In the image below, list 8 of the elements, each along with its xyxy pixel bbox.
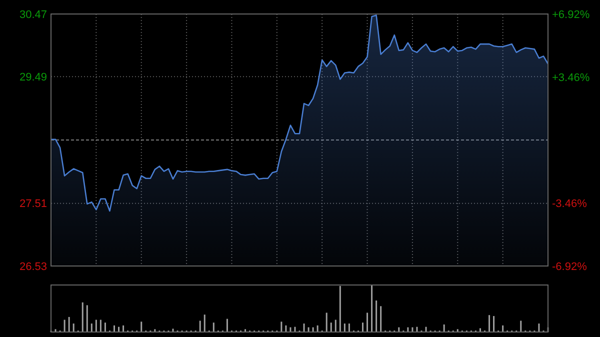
- y-tick-label: 27.51: [19, 198, 47, 210]
- y-tick-label: 26.53: [19, 260, 47, 273]
- y2-tick-label: -6.92%: [552, 260, 588, 273]
- y-tick-label: 30.47: [19, 8, 47, 21]
- y-tick-label: 29.49: [19, 72, 47, 84]
- y2-tick-label: +6.92%: [552, 8, 590, 21]
- y2-tick-label: +3.46%: [552, 72, 590, 84]
- y2-tick-label: -3.46%: [552, 198, 588, 210]
